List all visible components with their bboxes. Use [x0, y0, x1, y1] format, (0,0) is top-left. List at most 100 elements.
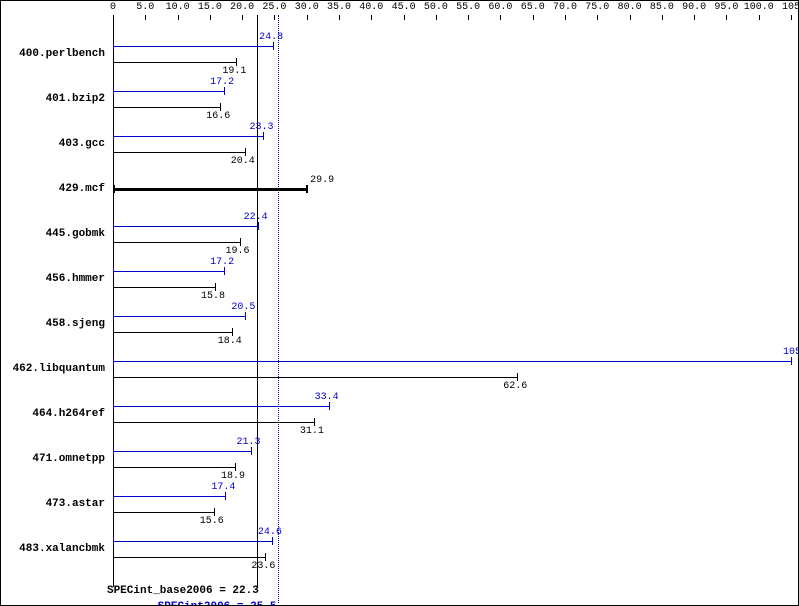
- base-bar: [113, 422, 314, 423]
- bar-cap-end: [236, 58, 237, 66]
- bench-label: 462.libquantum: [1, 363, 105, 375]
- base-bar: [113, 62, 236, 63]
- bar-cap-start: [113, 402, 114, 410]
- bar-cap-end: [240, 238, 241, 246]
- base-value: 20.4: [231, 156, 255, 167]
- bar-cap-start: [113, 238, 114, 246]
- bar-cap-start: [113, 553, 114, 561]
- peak-bar: [113, 316, 245, 317]
- bar-cap-start: [113, 58, 114, 66]
- bar-cap-end: [215, 283, 216, 291]
- axis-tick: [630, 15, 631, 20]
- peak-value: 21.3: [237, 437, 261, 448]
- axis-label: 40.0: [359, 2, 383, 13]
- axis-label: 20.0: [230, 2, 254, 13]
- bar-cap-end: [272, 537, 273, 545]
- peak-bar: [113, 271, 224, 272]
- bench-label: 458.sjeng: [1, 318, 105, 330]
- y-axis-line: [113, 15, 114, 587]
- axis-label: 90.0: [682, 2, 706, 13]
- peak-value: 17.4: [211, 482, 235, 493]
- bench-label: 483.xalancbmk: [1, 543, 105, 555]
- axis-label: 70.0: [553, 2, 577, 13]
- axis-label: 80.0: [618, 2, 642, 13]
- axis-tick: [694, 15, 695, 20]
- bench-label: 400.perlbench: [1, 48, 105, 60]
- base-value: 18.9: [221, 471, 245, 482]
- bar-cap-start: [113, 87, 114, 95]
- spec-chart: 05.010.015.020.025.030.035.040.045.050.0…: [0, 0, 799, 606]
- bar-cap-start: [113, 418, 114, 426]
- bar-cap-end: [220, 103, 221, 111]
- axis-tick: [533, 15, 534, 20]
- axis-tick: [371, 15, 372, 20]
- peak-value: 17.2: [210, 257, 234, 268]
- bar-cap-start: [113, 103, 114, 111]
- peak-value: 33.4: [315, 392, 339, 403]
- bar-cap-end: [225, 492, 226, 500]
- base-bar: [113, 377, 517, 378]
- peak-bar: [113, 406, 329, 407]
- bar-cap-end: [329, 402, 330, 410]
- bar-cap-start: [113, 267, 114, 275]
- axis-tick: [404, 15, 405, 20]
- bar-cap-end: [224, 267, 225, 275]
- vline-peak: [278, 15, 279, 603]
- base-bar: [113, 242, 240, 243]
- bar-cap-end: [314, 418, 315, 426]
- peak-bar: [113, 136, 263, 137]
- axis-tick: [468, 15, 469, 20]
- peak-bar: [113, 91, 224, 92]
- axis-label: 0: [110, 2, 116, 13]
- bar-cap-end: [245, 312, 246, 320]
- peak-bar: [113, 226, 258, 227]
- bench-label: 473.astar: [1, 498, 105, 510]
- axis-tick: [791, 15, 792, 20]
- bench-label: 471.omnetpp: [1, 453, 105, 465]
- mcf-bar: [113, 188, 306, 191]
- peak-value: 17.2: [210, 77, 234, 88]
- bar-cap-start: [113, 537, 114, 545]
- bench-label: 456.hmmer: [1, 273, 105, 285]
- bench-label: 401.bzip2: [1, 93, 105, 105]
- axis-tick: [726, 15, 727, 20]
- bar-cap-start: [113, 463, 114, 471]
- axis-label: 50.0: [424, 2, 448, 13]
- base-value: 19.1: [222, 66, 246, 77]
- base-bar: [113, 107, 220, 108]
- axis-tick: [436, 15, 437, 20]
- axis-label: 75.0: [585, 2, 609, 13]
- bar-cap-start: [113, 222, 114, 230]
- bar-cap-start: [113, 373, 114, 381]
- bar-cap-end: [251, 447, 252, 455]
- bar-cap: [306, 185, 308, 193]
- axis-tick: [274, 15, 275, 20]
- axis-label: 85.0: [650, 2, 674, 13]
- bar-cap-start: [113, 148, 114, 156]
- base-value: 23.6: [251, 561, 275, 572]
- axis-label: 100.0: [744, 2, 774, 13]
- peak-bar: [113, 496, 225, 497]
- bar-cap-end: [273, 42, 274, 50]
- axis-label: 30.0: [295, 2, 319, 13]
- bench-label: 445.gobmk: [1, 228, 105, 240]
- bar-cap-end: [245, 148, 246, 156]
- base-value: 16.6: [206, 111, 230, 122]
- peak-value: 24.6: [258, 527, 282, 538]
- axis-tick: [307, 15, 308, 20]
- axis-label: 35.0: [327, 2, 351, 13]
- bar-cap-start: [113, 447, 114, 455]
- mcf-value: 29.9: [310, 175, 334, 186]
- bar-cap-end: [517, 373, 518, 381]
- axis-label: 55.0: [456, 2, 480, 13]
- bar-cap-end: [791, 357, 792, 365]
- axis-tick: [178, 15, 179, 20]
- axis-tick: [662, 15, 663, 20]
- axis-tick: [565, 15, 566, 20]
- base-value: 18.4: [218, 336, 242, 347]
- axis-tick: [339, 15, 340, 20]
- axis-label: 5.0: [136, 2, 154, 13]
- bar-cap-end: [224, 87, 225, 95]
- bar-cap-start: [113, 283, 114, 291]
- peak-value: 22.4: [244, 212, 268, 223]
